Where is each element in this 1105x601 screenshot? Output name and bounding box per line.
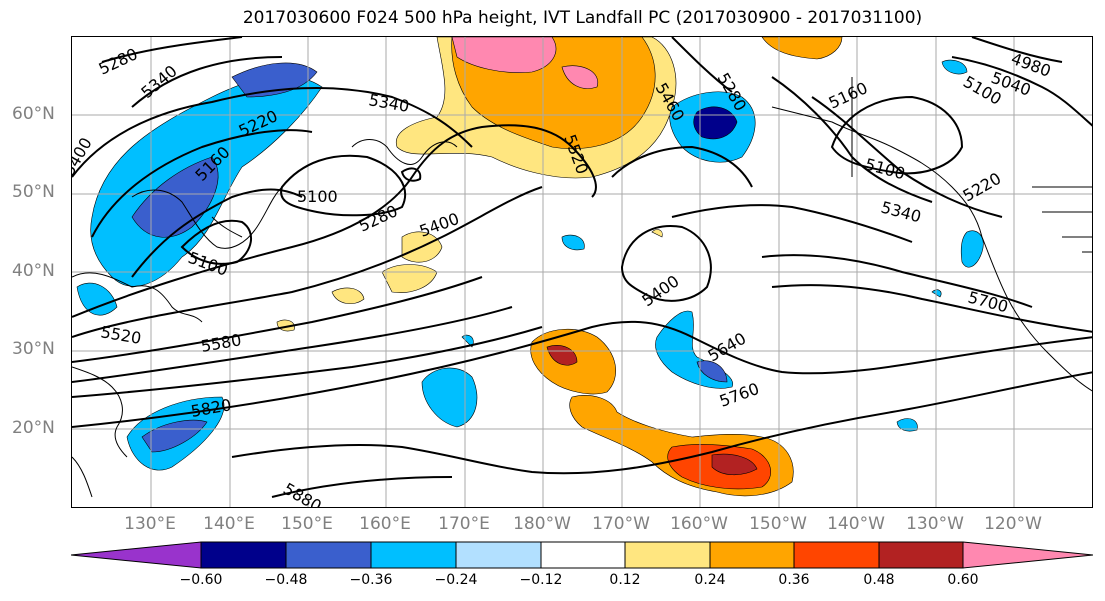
lon-label-160e: 160°E: [359, 514, 411, 534]
height-contours: [72, 37, 1092, 498]
colorbar-swatch: [878, 541, 964, 569]
contour-label: 5880: [280, 479, 325, 508]
colorbar-swatch: [962, 541, 1094, 569]
lat-label-50n: 50°N: [12, 182, 55, 202]
contour-label: 5340: [879, 198, 923, 227]
colorbar-tick: 0.48: [863, 572, 895, 588]
graticule: [72, 37, 1092, 507]
contour-label: 5100: [863, 155, 907, 184]
lat-label-20n: 20°N: [12, 418, 55, 438]
lon-label-140w: 140°W: [827, 514, 885, 534]
lon-label-150e: 150°E: [281, 514, 333, 534]
lon-label-170w: 170°W: [592, 514, 650, 534]
colorbar-swatch: [200, 541, 287, 569]
contour-label: 5100: [297, 187, 338, 206]
lat-label-40n: 40°N: [12, 261, 55, 281]
colorbar-tick: 0.12: [609, 572, 641, 588]
lat-label-60n: 60°N: [12, 104, 55, 124]
colorbar-swatch: [70, 541, 202, 569]
lon-label-140e: 140°E: [203, 514, 255, 534]
contour-label: 5400: [638, 271, 682, 310]
contour-label: 5520: [99, 322, 142, 348]
map-title: 2017030600 F024 500 hPa height, IVT Land…: [242, 8, 923, 28]
contour-label: 5220: [960, 169, 1005, 206]
contour-label: 5340: [137, 61, 180, 102]
colorbar-tick: −0.60: [179, 572, 223, 588]
contour-label: 5280: [356, 201, 401, 235]
colorbar-tick: 0.36: [778, 572, 810, 588]
map-canvas: 5280 5340 5400 5220 5160 5100 5100 5280 …: [72, 37, 1092, 508]
colorbar-tick: 0.60: [947, 572, 979, 588]
contour-label: 5340: [367, 90, 410, 116]
contour-label: 5580: [199, 330, 242, 356]
lon-label-160w: 160°W: [670, 514, 728, 534]
lon-label-150w: 150°W: [749, 514, 807, 534]
colorbar-swatch: [370, 541, 457, 569]
contour-label: 5160: [826, 78, 871, 112]
colorbar-svg: [70, 541, 1094, 569]
lon-label-120w: 120°W: [984, 514, 1042, 534]
lat-label-30n: 30°N: [12, 339, 55, 359]
colorbar-tick: −0.24: [434, 572, 478, 588]
colorbar-swatch: [624, 541, 711, 569]
contour-label: 5400: [417, 209, 462, 241]
colorbar-tick: 0.24: [694, 572, 726, 588]
colorbar-swatch: [709, 541, 795, 569]
lon-label-180w: 180°W: [513, 514, 571, 534]
lon-label-170e: 170°E: [438, 514, 490, 534]
colorbar: [70, 540, 1094, 574]
colorbar-swatch: [285, 541, 372, 569]
contour-label: 5280: [96, 44, 141, 78]
contour-label: 5400: [72, 134, 96, 179]
map-panel[interactable]: 5280 5340 5400 5220 5160 5100 5100 5280 …: [71, 36, 1093, 508]
colorbar-swatch: [540, 541, 626, 569]
colorbar-swatch: [793, 541, 880, 569]
colorbar-tick: −0.36: [349, 572, 393, 588]
lon-label-130w: 130°W: [906, 514, 964, 534]
colorbar-swatch: [455, 541, 542, 569]
lon-label-130e: 130°E: [124, 514, 176, 534]
colorbar-tick: −0.48: [264, 572, 308, 588]
colorbar-tick: −0.12: [519, 572, 563, 588]
coastlines: [72, 77, 1092, 498]
